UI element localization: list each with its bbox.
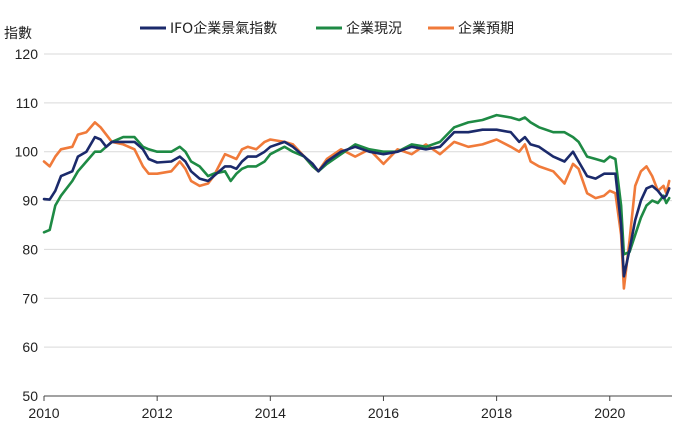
series-line-0 bbox=[42, 128, 671, 278]
series-line-1 bbox=[42, 113, 671, 256]
y-tick-label-80: 80 bbox=[22, 241, 38, 257]
legend-item-current: 企業現況 bbox=[316, 20, 402, 37]
x-tick-label-2014: 2014 bbox=[255, 405, 286, 421]
gridlines bbox=[44, 53, 672, 397]
y-tick-label-50: 50 bbox=[22, 388, 38, 404]
x-tick-label-2020: 2020 bbox=[594, 405, 625, 421]
y-tick-label-120: 120 bbox=[15, 46, 39, 62]
y-tick-label-90: 90 bbox=[22, 193, 38, 209]
y-tick-label-100: 100 bbox=[15, 144, 39, 160]
x-tick-label-2010: 2010 bbox=[28, 405, 59, 421]
y-tick-label-60: 60 bbox=[22, 339, 38, 355]
y-tick-label-70: 70 bbox=[22, 290, 38, 306]
legend: IFO企業景氣指數 企業現況 企業預期 bbox=[140, 20, 514, 37]
series-lines bbox=[42, 113, 671, 290]
legend-item-expectations: 企業預期 bbox=[428, 20, 514, 37]
legend-label-expectations: 企業預期 bbox=[458, 20, 514, 37]
x-tick-label-2016: 2016 bbox=[368, 405, 399, 421]
x-tick-label-2012: 2012 bbox=[142, 405, 173, 421]
y-axis: 50 60 70 80 90 100 110 120 bbox=[15, 46, 39, 404]
x-axis: 2010 2012 2014 2016 2018 2020 bbox=[28, 396, 626, 421]
x-tick-label-2018: 2018 bbox=[481, 405, 512, 421]
y-unit-label: 指數 bbox=[4, 26, 32, 42]
legend-label-current: 企業現況 bbox=[346, 20, 402, 37]
y-tick-label-110: 110 bbox=[16, 95, 39, 111]
legend-label-ifo: IFO企業景氣指數 bbox=[170, 20, 277, 37]
legend-item-ifo: IFO企業景氣指數 bbox=[140, 20, 277, 37]
series-line-2 bbox=[42, 121, 671, 290]
